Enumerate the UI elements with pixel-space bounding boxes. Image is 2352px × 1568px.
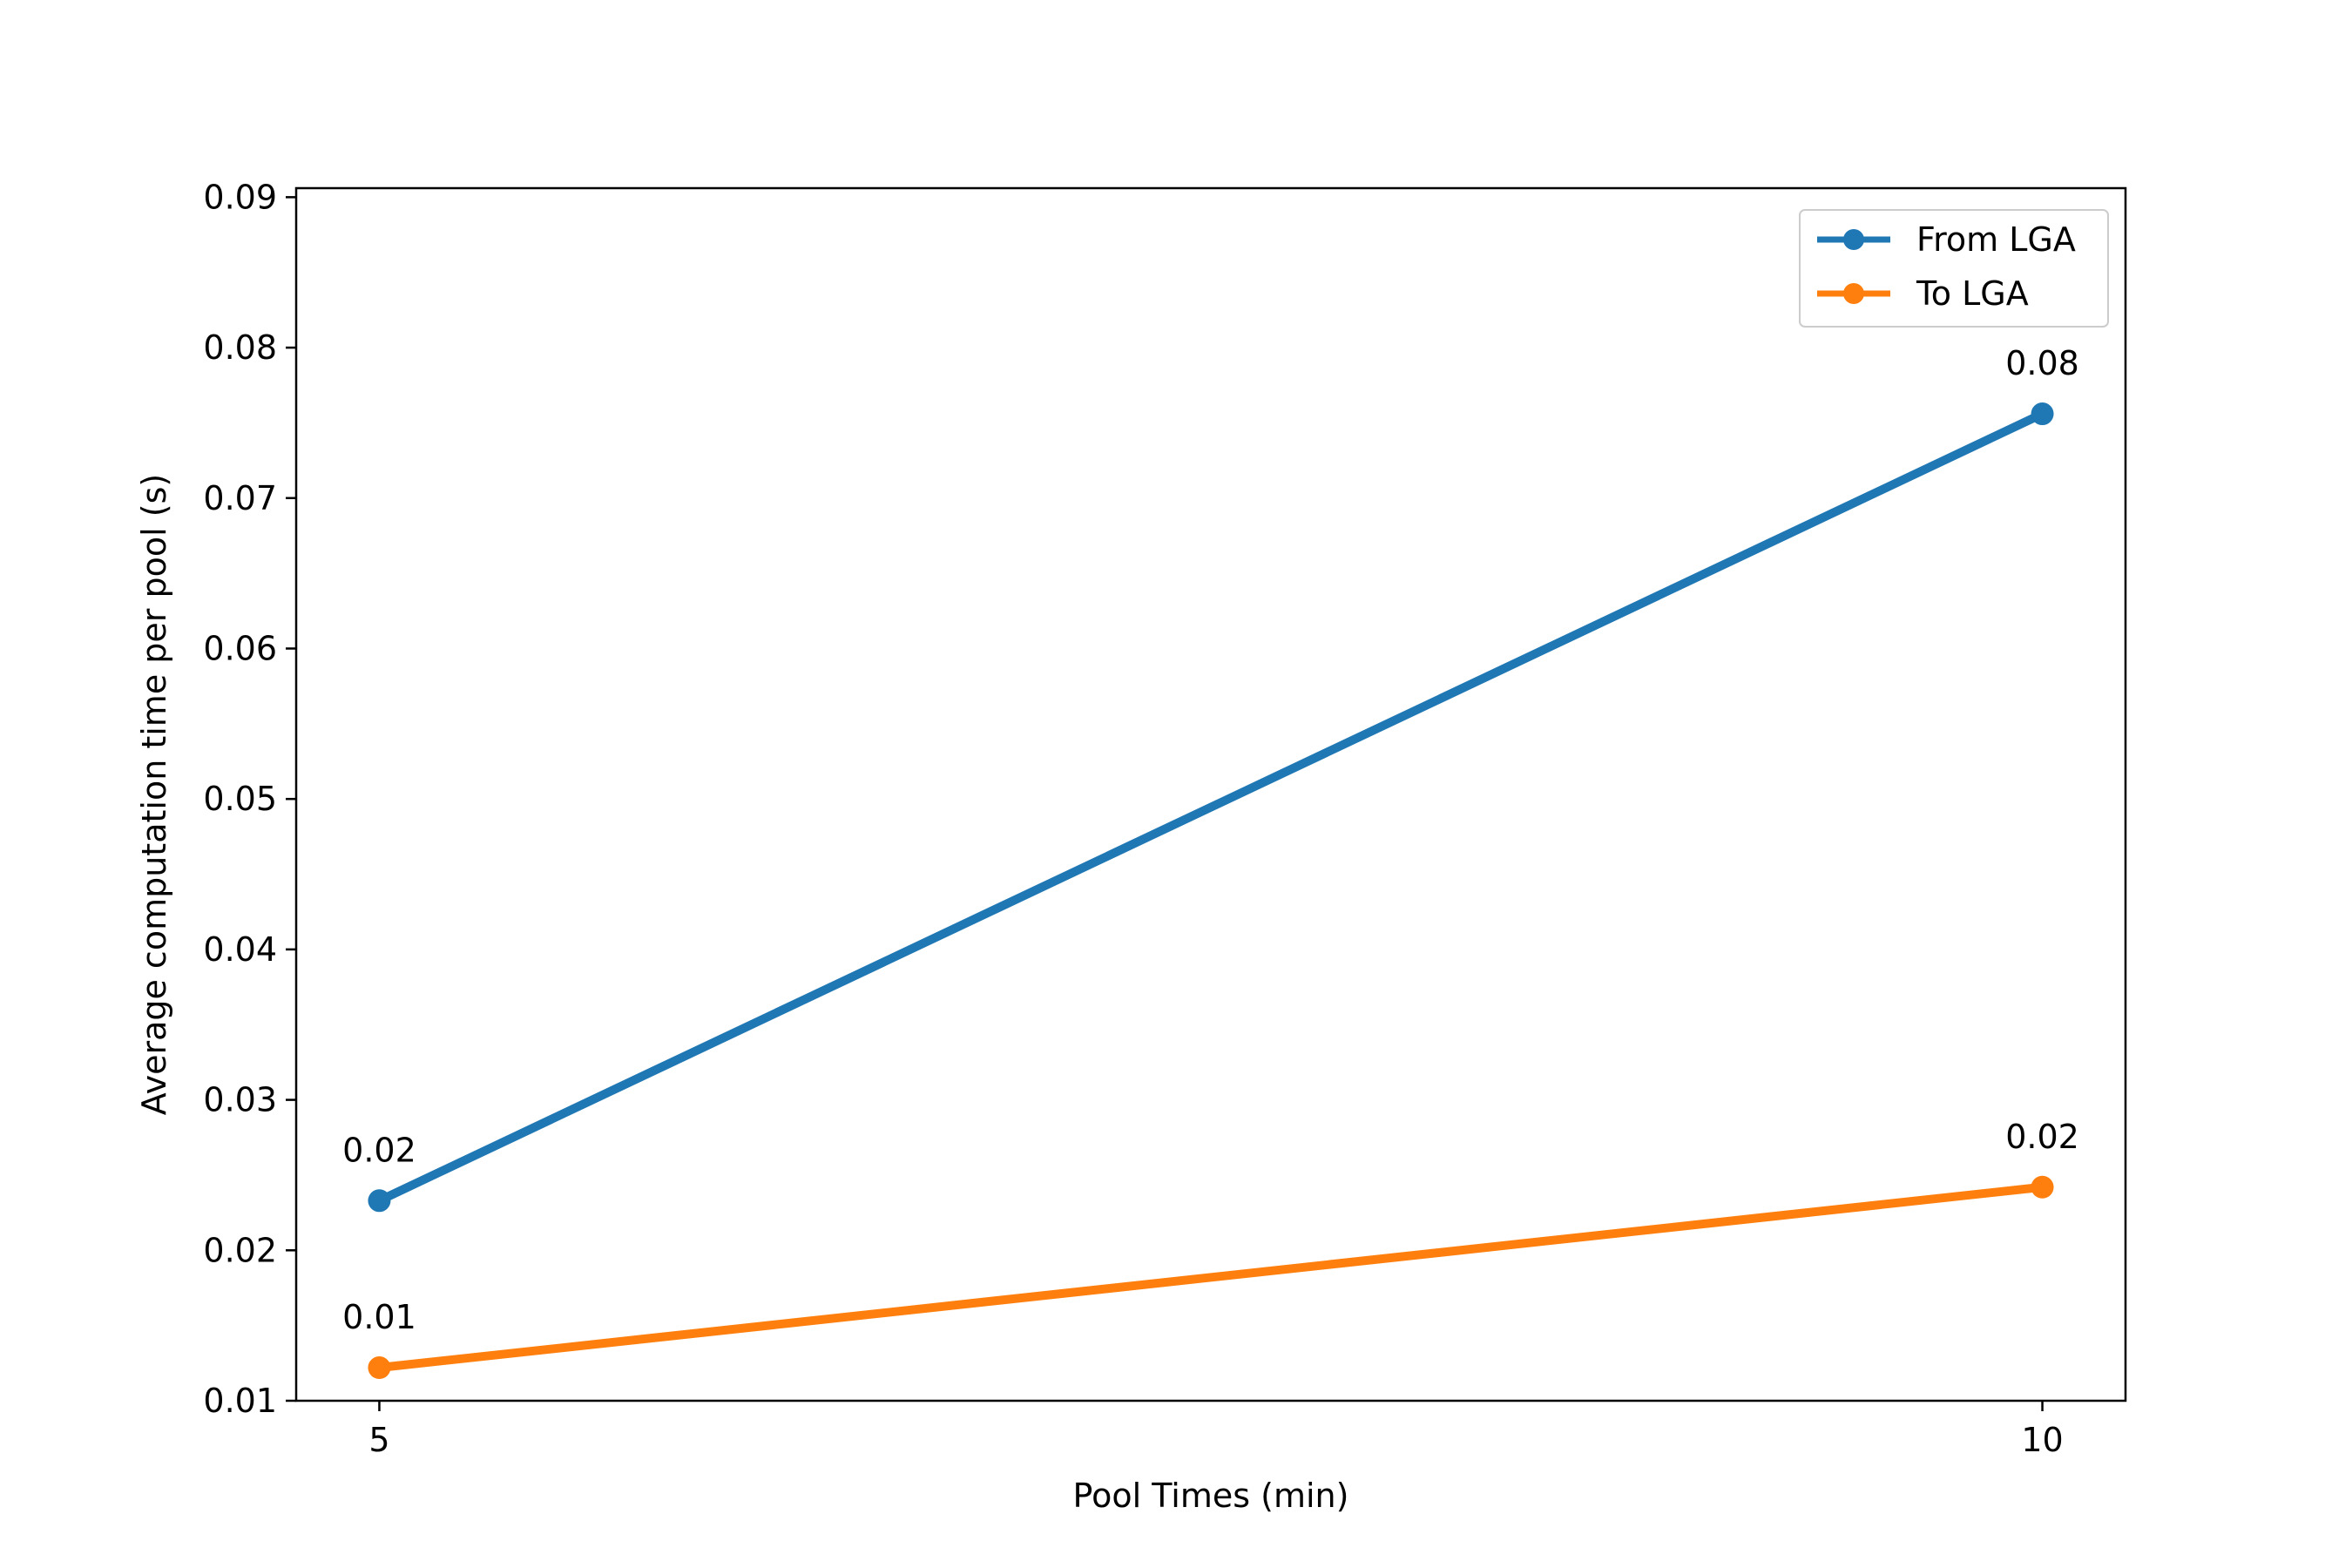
data-label-1-1: 0.02 (2005, 1118, 2079, 1156)
series-layer: 0.02 0.08 0.01 0.02 (342, 344, 2079, 1380)
x-tick-label-1: 10 (2021, 1421, 2063, 1459)
series-line-1 (375, 1182, 2047, 1373)
y-tick-label-3: 0.04 (203, 930, 277, 969)
legend-marker-1 (1843, 283, 1864, 304)
y-axis: 0.01 0.02 0.03 0.04 0.05 0.06 0.07 0.08 0.09 (203, 178, 296, 1420)
y-tick-label-4: 0.05 (203, 780, 277, 818)
data-point-0-0 (368, 1189, 391, 1213)
y-tick-label-2: 0.03 (203, 1081, 277, 1119)
y-tick-label-1: 0.02 (203, 1231, 277, 1269)
legend-entry-1: To LGA (1817, 274, 2029, 313)
data-label-0-0: 0.02 (342, 1131, 416, 1169)
y-tick-label-6: 0.07 (203, 479, 277, 517)
legend: From LGA To LGA (1799, 209, 2109, 328)
data-label-1-0: 0.01 (342, 1298, 416, 1336)
data-point-0-1 (2031, 402, 2054, 426)
y-axis-label: Average computation time per pool (s) (135, 474, 173, 1115)
x-tick-label-0: 5 (368, 1421, 389, 1459)
legend-label-1: To LGA (1916, 274, 2029, 313)
y-tick-label-5: 0.06 (203, 629, 277, 667)
legend-label-0: From LGA (1916, 220, 2076, 259)
data-point-1-1 (2031, 1175, 2054, 1199)
y-tick-label-7: 0.08 (203, 328, 277, 367)
x-axis-label: Pool Times (min) (1073, 1477, 1349, 1515)
data-label-0-1: 0.08 (2005, 344, 2079, 382)
y-tick-label-0: 0.01 (203, 1382, 277, 1420)
legend-marker-0 (1843, 229, 1864, 250)
plot-frame (294, 186, 2127, 1402)
x-axis: 5 10 (368, 1401, 2064, 1459)
data-point-1-0 (368, 1356, 391, 1380)
series-line-0 (375, 409, 2047, 1206)
legend-entry-0: From LGA (1817, 220, 2076, 259)
y-tick-label-8: 0.09 (203, 178, 277, 216)
